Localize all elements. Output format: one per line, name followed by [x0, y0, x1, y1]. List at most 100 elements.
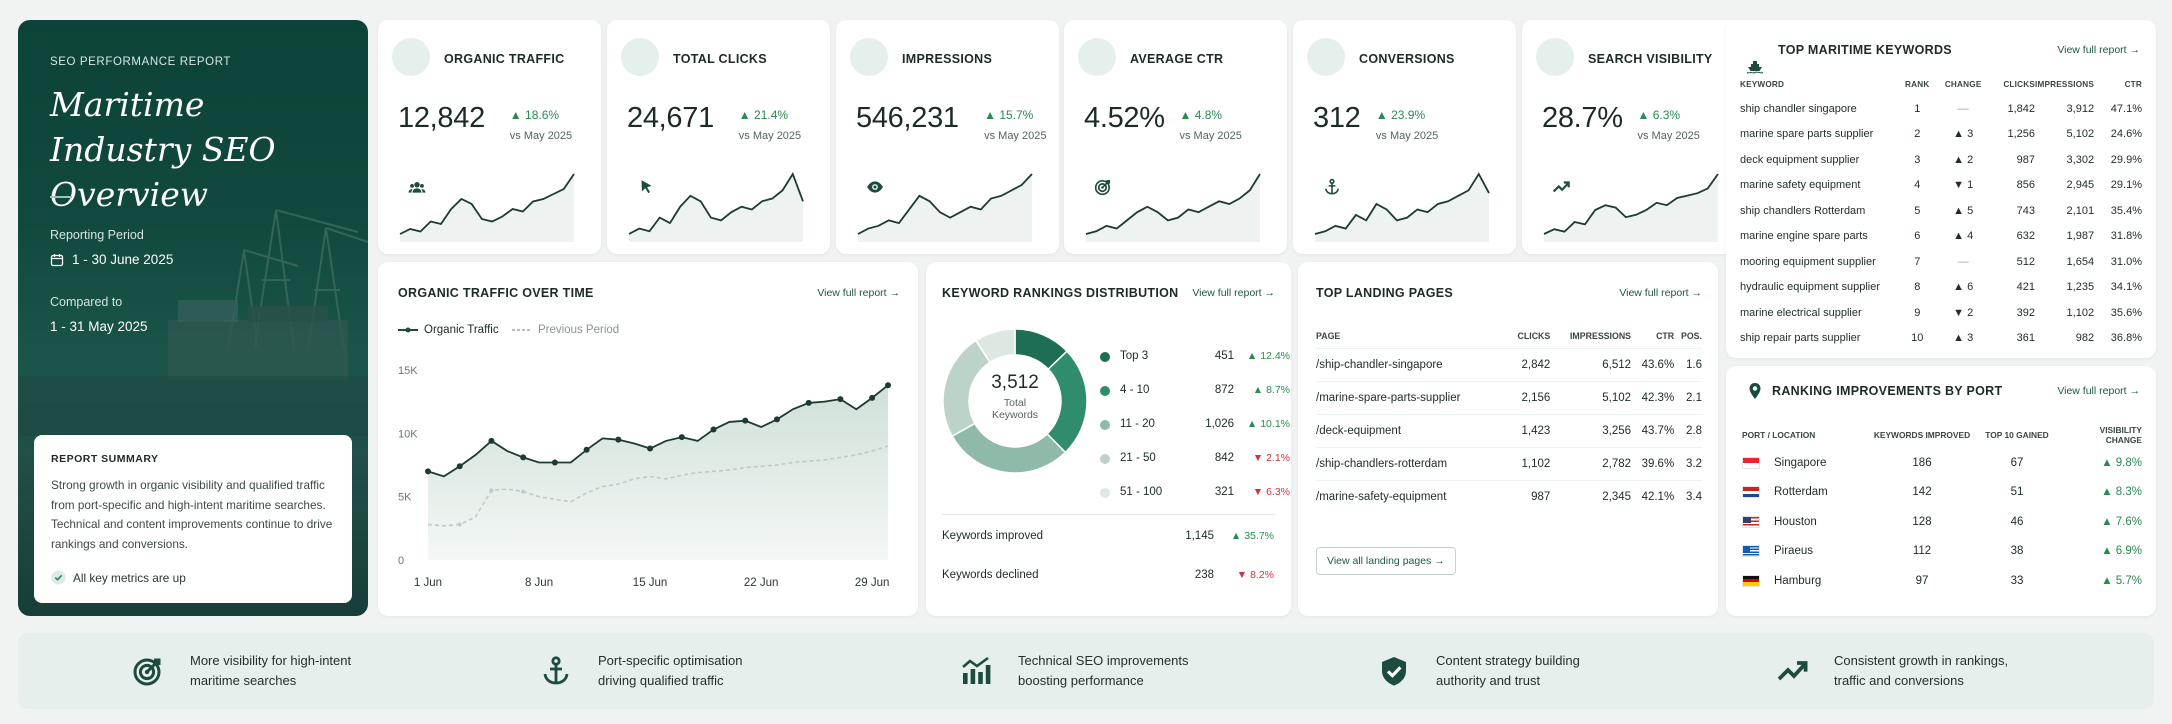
keyword-text: ship repair parts supplier: [1740, 332, 1861, 345]
keyword-impressions: 3,912: [2066, 102, 2095, 115]
y-tick-label: 10K: [398, 428, 418, 440]
kpi-card-conversions: CONVERSIONS 312 ▲ 23.9% vs May 2025: [1293, 20, 1516, 254]
kpi-delta-value: 23.9%: [1391, 108, 1426, 122]
highlight-line-1: Consistent growth in rankings,: [1834, 653, 2009, 668]
sparkline-area: [1315, 174, 1489, 242]
kpi-name: SEARCH VISIBILITY: [1588, 52, 1713, 66]
keyword-change-value: 2: [1967, 306, 1974, 319]
port-cranes-illustration: [18, 209, 368, 436]
summary-check-text: All key metrics are up: [73, 570, 186, 585]
table-row[interactable]: /ship-chandlers-rotterdam 1,102 2,782 39.6%…: [1316, 446, 1702, 480]
table-row[interactable]: /marine-spare-parts-supplier 2,156 5,102 42…: [1316, 380, 1702, 414]
keyword-change-value: 6: [1967, 281, 1974, 294]
view-all-landing-pages-button[interactable]: View all landing pages →: [1316, 547, 1456, 575]
distribution-change-value: 12.4%: [1260, 350, 1290, 362]
flag-us-icon: [1742, 515, 1760, 528]
keyword-change: ▲ 4: [1953, 230, 1974, 243]
organic-view-report-link[interactable]: View full report →: [817, 287, 900, 299]
highlights-footer: More visibility for high-intent maritime …: [18, 633, 2154, 709]
summary-text: Strong growth in organic visibility and …: [51, 478, 333, 551]
table-row[interactable]: marine spare parts supplier 2 ▲ 3 1,256 5,10…: [1740, 122, 2142, 148]
port-cell: Singapore: [1742, 448, 1872, 478]
traffic-point: [520, 454, 527, 461]
landing-cell: 2.1: [1674, 380, 1702, 414]
table-row[interactable]: ship chandler singapore 1 — 1,842 3,912 47.1%: [1740, 96, 2142, 122]
eye-icon: [867, 181, 883, 193]
distribution-range: 11 - 20: [1120, 418, 1155, 430]
table-row[interactable]: marine electrical supplier 9 ▼ 2 392 1,102 35…: [1740, 300, 2142, 326]
table-row[interactable]: hydraulic equipment supplier 8 ▲ 6 421 1,235…: [1740, 275, 2142, 301]
distribution-change-value: 6.3%: [1266, 486, 1290, 498]
kpi-delta: ▲ 18.6%: [509, 108, 560, 122]
landing-view-report-link[interactable]: View full report →: [1619, 287, 1702, 299]
landing-pages-table: PAGE CLICKS IMPRESSIONS CTR POS. /ship-chand…: [1316, 324, 1702, 513]
keywords-table: KEYWORD RANK CHANGE CLICKS IMPRESSIONS CTR sh…: [1740, 72, 2142, 351]
distribution-swatch: [1100, 454, 1110, 464]
keyword-ctr: 34.1%: [2110, 281, 2142, 294]
keyword-clicks: 421: [2016, 281, 2035, 294]
keyword-change-value: —: [1957, 255, 1969, 268]
highlight-text: Consistent growth in rankings, traffic an…: [1834, 651, 2034, 691]
kpi-value: 312: [1313, 102, 1361, 134]
distribution-change: ▲ 12.4%: [1246, 350, 1290, 362]
highlight-item: Technical SEO improvements boosting perfo…: [960, 651, 1218, 691]
kpi-name: IMPRESSIONS: [902, 52, 993, 66]
ports-view-report-link[interactable]: View full report →: [2057, 385, 2140, 397]
improved-value: 1,145: [1185, 530, 1214, 542]
kpi-icon-badge: [1078, 38, 1116, 196]
table-row[interactable]: Rotterdam 142 51 ▲ 8.3%: [1742, 478, 2142, 508]
keywords-table-header: KEYWORD RANK CHANGE CLICKS IMPRESSIONS CTR: [1740, 72, 2142, 96]
kpi-card-average-ctr: AVERAGE CTR 4.52% ▲ 4.8% vs May 2025: [1064, 20, 1287, 254]
table-row[interactable]: /marine-safety-equipment 987 2,345 42.1% 3.4: [1316, 479, 1702, 513]
kpi-delta: ▲ 6.3%: [1637, 108, 1681, 122]
kpi-delta: ▲ 15.7%: [984, 108, 1034, 122]
port-keywords-improved: 128: [1912, 515, 1932, 528]
ship-icon: [1746, 61, 1764, 74]
table-row[interactable]: ship repair parts supplier 10 ▲ 3 361 982 36.…: [1740, 326, 2142, 352]
keyword-change: ▲ 2: [1953, 153, 1974, 166]
kpi-value: 28.7%: [1542, 102, 1623, 134]
port-visibility-value: 9.8%: [2115, 456, 2142, 469]
y-tick-label: 15K: [398, 365, 418, 377]
table-row[interactable]: deck equipment supplier 3 ▲ 2 987 3,302 29.9%: [1740, 147, 2142, 173]
table-row[interactable]: marine safety equipment 4 ▼ 1 856 2,945 29.1%: [1740, 173, 2142, 199]
highlight-item: More visibility for high-intent maritime …: [132, 651, 390, 691]
table-row[interactable]: mooring equipment supplier 7 — 512 1,654 31.0…: [1740, 249, 2142, 275]
keyword-clicks: 392: [2016, 306, 2035, 319]
organic-chart-title: ORGANIC TRAFFIC OVER TIME: [398, 286, 594, 300]
highlight-line-1: More visibility for high-intent: [190, 653, 352, 668]
table-row[interactable]: /ship-chandler-singapore 2,842 6,512 43.6% 1…: [1316, 347, 1702, 381]
distribution-swatch: [1100, 488, 1110, 498]
ports-column-header: TOP 10 GAINED: [1985, 430, 2049, 440]
page-title: Maritime Industry SEO Overview: [50, 85, 276, 214]
table-row[interactable]: Houston 128 46 ▲ 7.6%: [1742, 507, 2142, 537]
table-row[interactable]: Piraeus 112 38 ▲ 6.9%: [1742, 537, 2142, 567]
keyword-impressions: 2,101: [2066, 204, 2095, 217]
highlight-line-1: Port-specific optimisation: [598, 653, 743, 668]
kpi-vs-label: vs May 2025: [1637, 130, 1700, 142]
port-keywords-improved: 142: [1912, 486, 1932, 499]
distribution-view-report-link[interactable]: View full report →: [1192, 287, 1275, 299]
highlight-text: More visibility for high-intent maritime …: [190, 651, 390, 691]
landing-column-header: CTR: [1656, 330, 1675, 341]
port-top10-gained: 46: [2010, 515, 2024, 528]
table-row[interactable]: /deck-equipment 1,423 3,256 43.7% 2.8: [1316, 413, 1702, 447]
landing-column-header: IMPRESSIONS: [1569, 330, 1632, 341]
kpi-delta: ▲ 4.8%: [1179, 108, 1223, 122]
keyword-ctr: 31.0%: [2110, 255, 2142, 268]
table-row[interactable]: ship chandlers Rotterdam 5 ▲ 5 743 2,101 35.4…: [1740, 198, 2142, 224]
table-row[interactable]: marine engine spare parts 6 ▲ 4 632 1,987 31.…: [1740, 224, 2142, 250]
landing-page-url: /marine-spare-parts-supplier: [1316, 380, 1507, 414]
previous-point: [457, 522, 462, 527]
table-row[interactable]: Hamburg 97 33 ▲ 5.7%: [1742, 566, 2142, 596]
keywords-title: TOP MARITIME KEYWORDS: [1778, 43, 1952, 57]
highlight-item: Content strategy building authority and t…: [1378, 651, 1636, 691]
improved-pct-value: 35.7%: [1244, 530, 1274, 542]
x-tick-label: 15 Jun: [633, 577, 668, 589]
keywords-view-report-link[interactable]: View full report →: [2057, 44, 2140, 56]
keyword-change: —: [1935, 96, 1991, 122]
table-row[interactable]: Singapore 186 67 ▲ 9.8%: [1742, 448, 2142, 478]
x-tick-label: 8 Jun: [525, 577, 553, 589]
port-improvements-card: RANKING IMPROVEMENTS BY PORT View full r…: [1726, 366, 2156, 616]
keyword-rank: 3: [1914, 153, 1921, 166]
